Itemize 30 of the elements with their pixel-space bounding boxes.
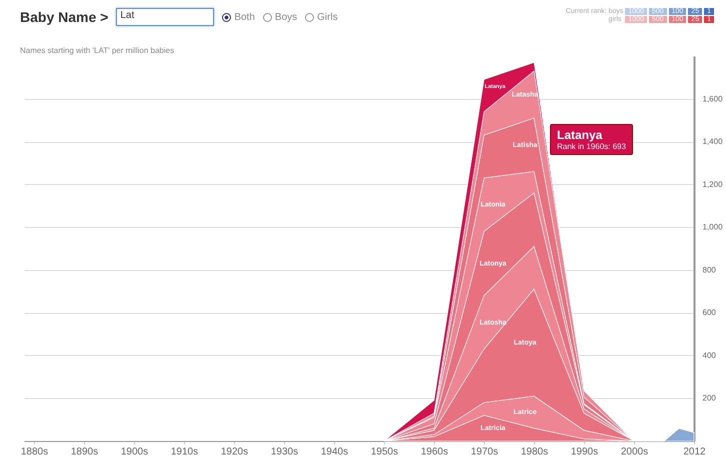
- annotation: Latanya: [557, 128, 604, 142]
- x-tick-label: 1990s: [570, 446, 598, 458]
- y-tick-label: 1,400: [702, 137, 724, 146]
- x-tick-label: 2012: [683, 446, 706, 458]
- y-tick-label: 1,000: [702, 222, 724, 232]
- x-tick-label: 1960s: [420, 446, 448, 458]
- y-tick-label: 400: [702, 350, 716, 360]
- x-tick-label: 1970s: [470, 446, 498, 458]
- chart-subtitle: Names starting with 'LAT' per million babies: [20, 46, 174, 55]
- x-tick-label: 1930s: [270, 446, 298, 458]
- y-tick-label: 200: [702, 394, 716, 403]
- y-tick-label: 1,200: [702, 180, 724, 189]
- text: Girls: [317, 12, 338, 22]
- text: Baby Name >: [20, 9, 108, 25]
- y-tick-label: 1,600: [702, 94, 724, 104]
- x-tick-label: 1890s: [70, 446, 98, 458]
- y-tick-label: 600: [702, 308, 716, 318]
- text: Boys: [274, 12, 298, 22]
- x-tick-label: 1910s: [170, 446, 198, 458]
- x-tick-label: 1920s: [220, 446, 248, 458]
- x-tick-label: 2000s: [620, 446, 648, 458]
- x-tick-label: 1980s: [520, 446, 548, 458]
- name-input: Lat: [116, 8, 214, 26]
- x-tick-label: 1950s: [370, 446, 398, 458]
- annotation: Rank in 1960s: 693: [557, 142, 626, 152]
- x-tick-label: 1940s: [320, 446, 348, 458]
- x-tick-label: 1900s: [120, 446, 148, 458]
- text: Both: [234, 12, 255, 22]
- x-tick-label: 1880s: [20, 446, 48, 458]
- y-tick-label: 800: [702, 265, 716, 274]
